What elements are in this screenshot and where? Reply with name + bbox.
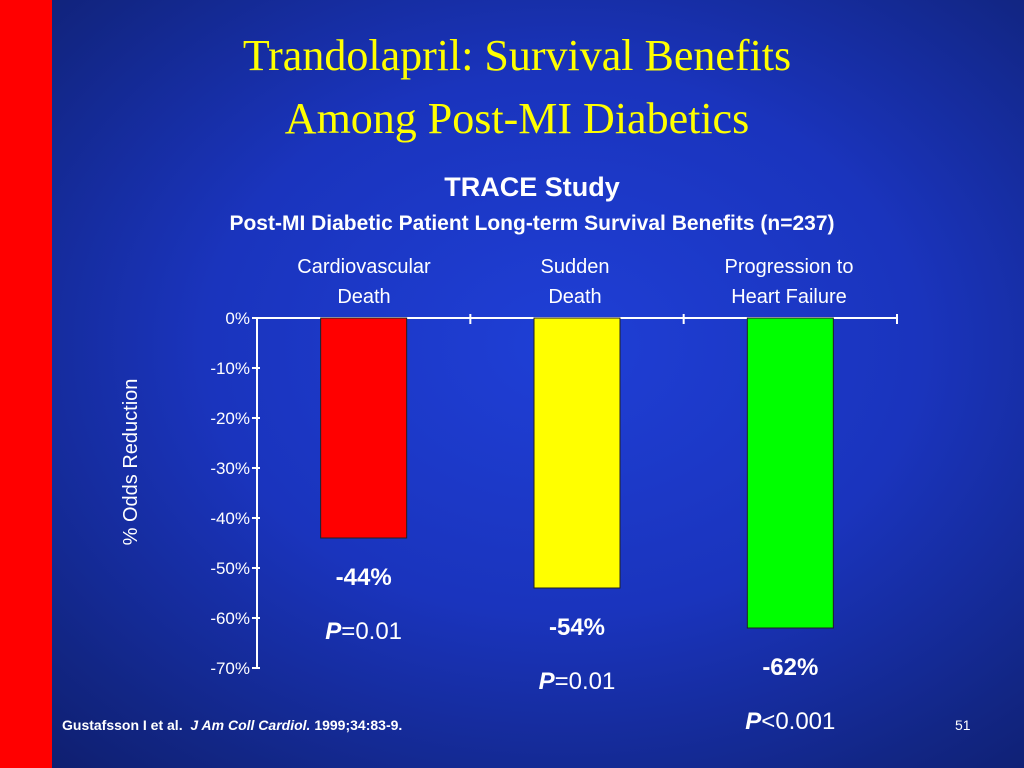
value-label: -54% — [549, 614, 605, 641]
citation: Gustafsson I et al. J Am Coll Cardiol. 1… — [62, 717, 402, 733]
bar — [320, 317, 408, 539]
y-tick-label: -50% — [210, 559, 250, 578]
red-side-stripe — [0, 0, 52, 768]
category-label-line2: Death — [548, 286, 602, 308]
y-tick-label: -60% — [210, 609, 250, 628]
category-label-sudden-death: Sudden Death — [455, 252, 695, 312]
chart-subtitle: Post-MI Diabetic Patient Long-term Survi… — [229, 212, 835, 235]
p-value-label: P=0.01 — [325, 618, 402, 645]
bar — [533, 317, 621, 589]
y-tick-label: -20% — [210, 409, 250, 428]
value-label: -62% — [762, 654, 818, 681]
citation-authors: Gustafsson I et al. — [62, 717, 183, 733]
category-label-line2: Death — [337, 286, 391, 308]
slide-title-line1: Trandolapril: Survival Benefits — [242, 31, 792, 80]
category-label-line1: Progression to — [724, 256, 854, 278]
citation-journal: J Am Coll Cardiol. — [190, 717, 311, 733]
category-label-line1: Cardiovascular — [297, 256, 431, 278]
y-axis-label: % Odds Reduction — [120, 379, 142, 546]
category-label-cardiovascular-death: Cardiovascular Death — [244, 252, 484, 312]
y-tick-label: -70% — [210, 659, 250, 678]
category-label-progression-heart-failure: Progression to Heart Failure — [669, 252, 909, 312]
category-label-line2: Heart Failure — [731, 286, 847, 308]
citation-ref: 1999;34:83-9. — [314, 717, 403, 733]
category-label-line1: Sudden — [540, 256, 610, 278]
page-number: 51 — [955, 717, 971, 733]
p-value-label: P<0.001 — [745, 708, 835, 735]
chart-title: TRACE Study — [444, 172, 620, 202]
y-tick-label: -30% — [210, 459, 250, 478]
value-label: -44% — [336, 564, 392, 591]
y-tick-label: -10% — [210, 359, 250, 378]
bar — [746, 317, 834, 629]
slide-title-line2: Among Post-MI Diabetics — [284, 94, 750, 143]
y-tick-label: -40% — [210, 509, 250, 528]
p-value-label: P=0.01 — [539, 668, 616, 695]
y-tick-label: 0% — [225, 309, 250, 328]
